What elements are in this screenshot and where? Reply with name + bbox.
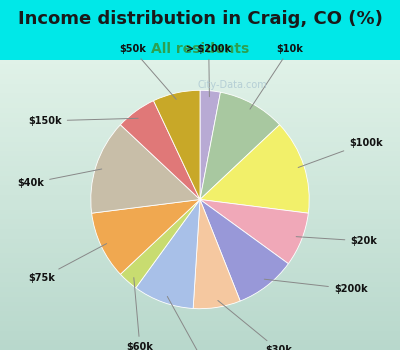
Wedge shape [200, 125, 309, 213]
Text: $30k: $30k [218, 301, 292, 350]
Wedge shape [200, 90, 220, 199]
Bar [0, 268, 400, 273]
Wedge shape [200, 199, 288, 301]
Bar [0, 215, 400, 219]
Bar [0, 331, 400, 335]
Bar [0, 181, 400, 186]
Bar [0, 297, 400, 302]
Bar [0, 186, 400, 190]
Wedge shape [91, 125, 200, 213]
Text: $50k: $50k [119, 44, 176, 99]
Bar [0, 152, 400, 156]
Wedge shape [120, 101, 200, 200]
Bar [0, 142, 400, 147]
Bar [0, 147, 400, 152]
Bar [0, 263, 400, 268]
Bar [0, 321, 400, 326]
Text: $150k: $150k [28, 116, 138, 126]
Wedge shape [200, 199, 308, 264]
Bar [0, 64, 400, 69]
Bar [0, 224, 400, 229]
Bar [0, 176, 400, 181]
Text: $75k: $75k [28, 244, 107, 283]
Text: $20k: $20k [296, 236, 377, 246]
Bar [0, 127, 400, 132]
Bar [0, 205, 400, 210]
Bar [0, 113, 400, 118]
Text: $200k: $200k [264, 279, 368, 294]
Text: Income distribution in Craig, CO (%): Income distribution in Craig, CO (%) [18, 10, 382, 28]
Wedge shape [154, 90, 200, 199]
Text: $125k: $125k [167, 296, 222, 350]
Bar [0, 195, 400, 200]
Bar [0, 122, 400, 127]
Bar [0, 219, 400, 224]
Text: $100k: $100k [298, 138, 383, 168]
Text: > $200k: > $200k [186, 44, 231, 97]
Wedge shape [92, 199, 200, 274]
Bar [0, 253, 400, 258]
Bar [0, 74, 400, 79]
Bar [0, 132, 400, 137]
Bar [0, 287, 400, 292]
Bar [0, 166, 400, 171]
Bar [0, 118, 400, 122]
Text: $60k: $60k [126, 278, 153, 350]
Text: City-Data.com: City-Data.com [198, 80, 268, 90]
Text: All residents: All residents [151, 42, 249, 56]
Bar [0, 171, 400, 176]
Bar [0, 93, 400, 98]
Bar [0, 335, 400, 340]
Bar [0, 345, 400, 350]
Bar [0, 244, 400, 248]
Bar [0, 98, 400, 103]
Bar [0, 89, 400, 93]
Bar [0, 137, 400, 142]
Bar [0, 340, 400, 345]
Text: $10k: $10k [250, 44, 303, 109]
Bar [0, 161, 400, 166]
Bar [0, 234, 400, 239]
Bar [0, 248, 400, 253]
Bar [0, 190, 400, 195]
Bar [0, 311, 400, 316]
Bar [0, 282, 400, 287]
Bar [0, 277, 400, 282]
Bar [0, 103, 400, 108]
Bar [0, 307, 400, 311]
Bar [0, 108, 400, 113]
Bar [0, 316, 400, 321]
Wedge shape [193, 199, 240, 309]
Text: $40k: $40k [17, 169, 102, 188]
Wedge shape [136, 199, 200, 308]
Bar [0, 326, 400, 331]
Bar [0, 156, 400, 161]
Wedge shape [200, 92, 280, 200]
Bar [0, 200, 400, 205]
Bar [0, 239, 400, 244]
Bar [0, 69, 400, 74]
Bar [0, 292, 400, 297]
Wedge shape [120, 199, 200, 288]
Bar [0, 60, 400, 64]
Bar [0, 302, 400, 307]
Bar [0, 79, 400, 84]
Bar [0, 258, 400, 263]
Bar [0, 210, 400, 215]
Bar [0, 273, 400, 277]
Bar [0, 84, 400, 89]
Bar [0, 229, 400, 234]
